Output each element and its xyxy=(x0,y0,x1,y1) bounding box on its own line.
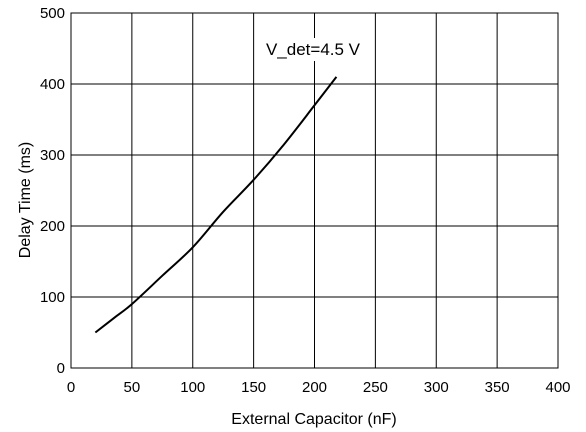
x-tick-label: 400 xyxy=(545,379,570,396)
grid-lines xyxy=(71,13,558,368)
x-tick-label: 350 xyxy=(485,379,510,396)
series-group xyxy=(94,76,338,334)
x-tick-label: 50 xyxy=(124,379,141,396)
y-tick-labels: 0 100 200 300 400 500 xyxy=(40,5,65,377)
y-tick-label: 200 xyxy=(40,218,65,235)
series-line xyxy=(94,76,338,334)
y-tick-label: 100 xyxy=(40,289,65,306)
y-axis-title: Delay Time (ms) xyxy=(17,142,34,258)
x-tick-label: 200 xyxy=(302,379,327,396)
x-axis-title: External Capacitor (nF) xyxy=(231,411,396,428)
x-tick-label: 300 xyxy=(424,379,449,396)
annotation-label: V_det=4.5 V xyxy=(266,40,361,59)
x-tick-label: 100 xyxy=(180,379,205,396)
y-tick-label: 500 xyxy=(40,5,65,22)
x-tick-label: 250 xyxy=(363,379,388,396)
y-tick-label: 300 xyxy=(40,147,65,164)
annotation-background xyxy=(261,38,365,61)
y-tick-label: 0 xyxy=(57,360,65,377)
y-tick-label: 400 xyxy=(40,76,65,93)
x-tick-labels: 0 50 100 150 200 250 300 350 400 xyxy=(67,379,571,396)
x-tick-label: 150 xyxy=(241,379,266,396)
x-tick-label: 0 xyxy=(67,379,75,396)
